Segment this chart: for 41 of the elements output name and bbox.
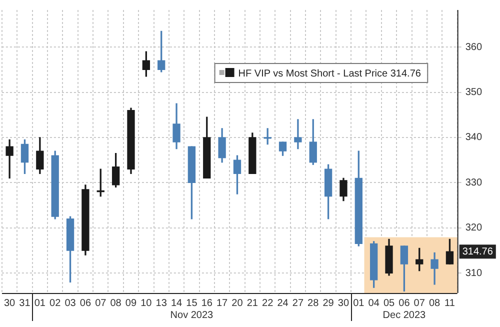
- x-tick-label: 11: [444, 298, 456, 309]
- x-tick-label: 20: [232, 298, 244, 309]
- x-tick-label: 01: [34, 298, 46, 309]
- text: Nov 2023: [170, 310, 214, 321]
- x-tick-label: 01: [353, 298, 365, 309]
- x-tick-label: 06: [398, 298, 410, 309]
- x-tick-label: 13: [156, 298, 168, 309]
- x-tick-label: 06: [80, 298, 92, 309]
- candlestick: [294, 119, 302, 150]
- x-tick-label: 27: [292, 298, 304, 309]
- x-tick-label: 28: [308, 298, 320, 309]
- x-tick-label: 22: [262, 298, 274, 309]
- x-tick-label: 08: [428, 298, 441, 309]
- x-tick-label: 04: [368, 298, 380, 309]
- x-tick-label: 10: [140, 298, 152, 309]
- annotation: 314.76: [462, 246, 494, 258]
- y-tick-label: 320: [465, 222, 482, 234]
- x-tick-label: 30: [338, 298, 350, 309]
- x-tick-label: 16: [201, 298, 213, 309]
- y-tick-label: 350: [465, 87, 482, 98]
- x-tick-label: 17: [216, 298, 228, 309]
- y-tick-label: 340: [465, 132, 482, 144]
- y-tick-label: 310: [465, 268, 482, 279]
- legend-label: HF VIP vs Most Short - Last Price 314.76: [238, 68, 422, 80]
- x-tick-label: 02: [50, 298, 62, 309]
- x-tick-label: 30: [4, 298, 16, 309]
- x-tick-label: 03: [64, 298, 76, 309]
- x-tick-label: 05: [383, 298, 396, 309]
- x-tick-label: 15: [186, 298, 198, 309]
- x-tick-label: 07: [95, 298, 107, 309]
- x-tick-label: 21: [246, 298, 258, 309]
- y-tick-label: 360: [465, 42, 482, 53]
- x-tick-label: 31: [19, 298, 31, 309]
- x-tick-label: 14: [170, 298, 183, 309]
- x-tick-label: 07: [414, 298, 426, 309]
- x-tick-label: 08: [110, 298, 122, 309]
- x-tick-label: 09: [125, 298, 137, 309]
- x-tick-label: 29: [322, 298, 334, 309]
- text: Dec 2023: [382, 310, 426, 321]
- y-tick-label: 330: [465, 177, 482, 188]
- x-tick-label: 24: [277, 298, 289, 309]
